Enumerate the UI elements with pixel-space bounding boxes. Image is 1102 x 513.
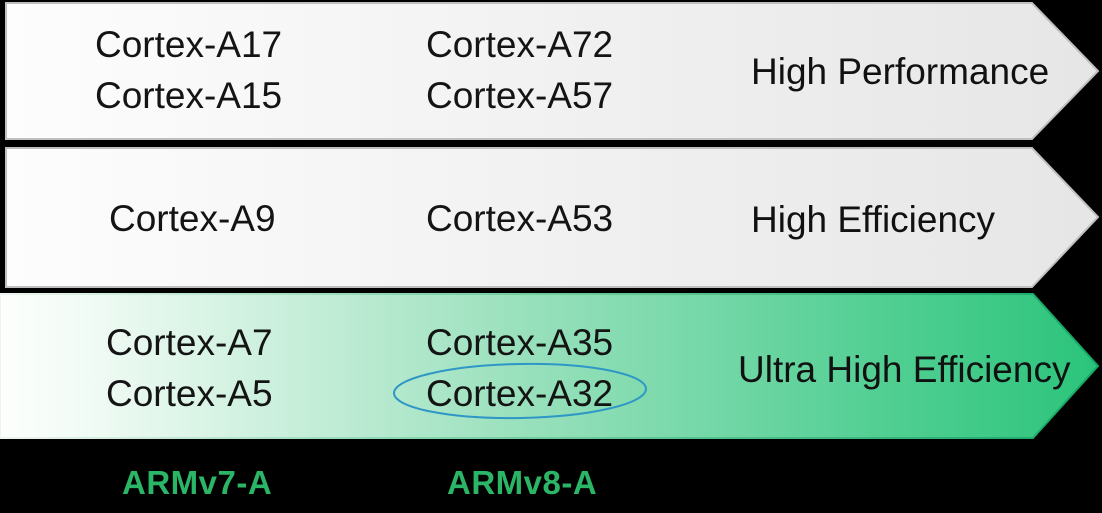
chip-label-cortex-a35: Cortex-A35 [426,322,614,363]
chip-label-cortex-a5: Cortex-A5 [106,373,273,414]
cortex-a32-highlight-ellipse [393,362,647,420]
band-label-ultra-high-efficiency: Ultra High Efficiency [738,349,1071,390]
band-high-efficiency-arrow [5,147,1100,288]
arch-label-armv8-a: ARMv8-A [447,464,598,501]
chip-label-cortex-a7: Cortex-A7 [106,322,273,363]
chip-label-cortex-a15: Cortex-A15 [95,75,283,116]
chip-label-cortex-a9: Cortex-A9 [109,198,276,239]
band-label-high-performance: High Performance [751,51,1050,92]
band-high-performance-arrow [5,2,1100,140]
chip-label-cortex-a17: Cortex-A17 [95,24,283,65]
arch-label-armv7-a: ARMv7-A [122,464,273,501]
band-ultra-high-efficiency-arrow [0,293,1100,439]
chip-label-cortex-a72: Cortex-A72 [426,24,614,65]
band-label-high-efficiency: High Efficiency [751,199,996,240]
chip-label-cortex-a57: Cortex-A57 [426,75,614,116]
chip-label-cortex-a32: Cortex-A32 [426,373,614,414]
chip-label-cortex-a53: Cortex-A53 [426,198,614,239]
